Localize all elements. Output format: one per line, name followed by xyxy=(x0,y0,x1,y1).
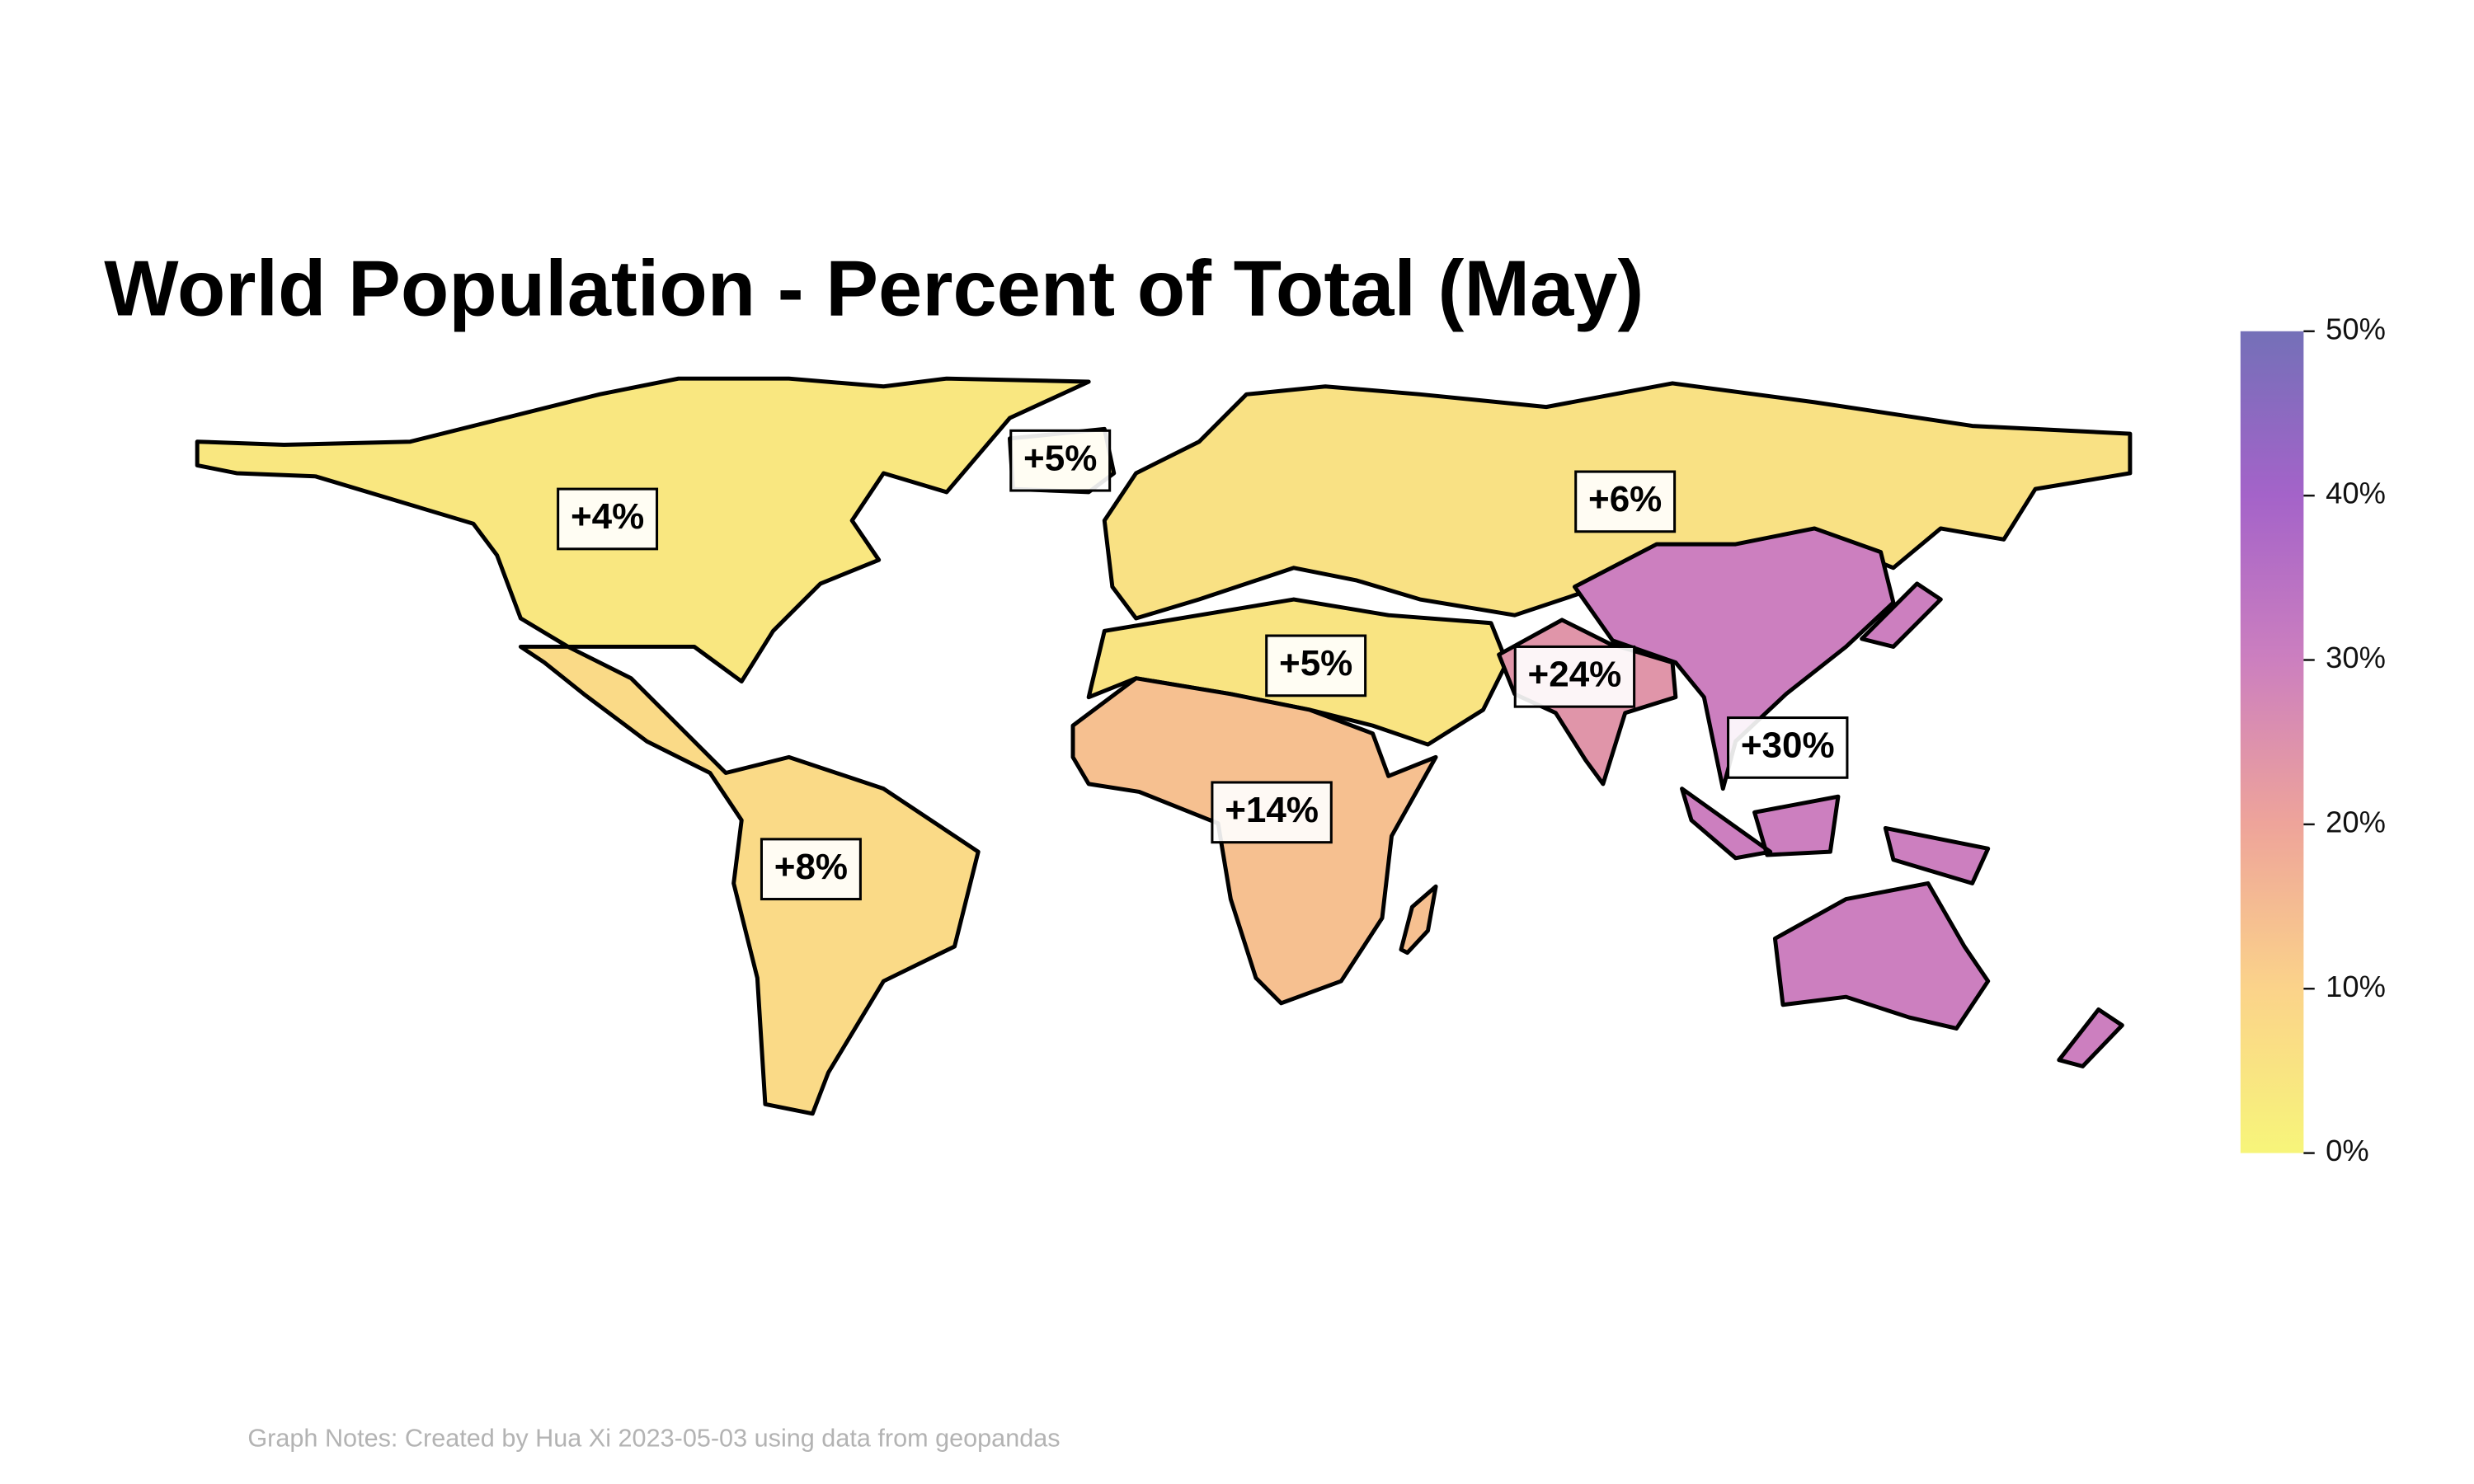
label-box xyxy=(557,487,659,551)
value-label: +5% xyxy=(1023,438,1097,478)
value-label-group: +5% xyxy=(1009,429,1112,492)
value-label-group: +24% xyxy=(1513,645,1636,708)
label-box xyxy=(1009,429,1112,492)
label-box xyxy=(1211,781,1333,844)
value-label-group: +5% xyxy=(1265,634,1367,697)
region xyxy=(518,644,981,1116)
colorbar-tick-label: 0% xyxy=(2326,1134,2369,1167)
value-label: +4% xyxy=(571,496,644,537)
value-label: +24% xyxy=(1528,654,1622,694)
label-box xyxy=(1727,716,1849,779)
label-box xyxy=(1513,645,1636,708)
value-label-group: +30% xyxy=(1727,716,1849,779)
value-label: +5% xyxy=(1279,643,1352,683)
value-label-group: +4% xyxy=(557,487,659,551)
labels: +4% +5% +6% +5% +8% +14% +24% +30% xyxy=(557,429,1849,901)
region xyxy=(1572,526,2124,1068)
value-label-group: +8% xyxy=(760,838,862,901)
regions xyxy=(195,376,2133,1116)
colorbar-tick-label: 10% xyxy=(2326,970,2386,1003)
value-label: +6% xyxy=(1588,479,1662,519)
colorbar-scale xyxy=(2240,331,2304,1153)
value-label-group: +14% xyxy=(1211,781,1333,844)
label-box xyxy=(760,838,862,901)
value-label: +30% xyxy=(1741,726,1835,766)
colorbar-tick-label: 50% xyxy=(2326,312,2386,345)
colorbar-tick-label: 30% xyxy=(2326,641,2386,674)
colorbar: 0% 10% 20% 30% 40% 50% xyxy=(2240,312,2386,1167)
chart-title: World Population - Percent of Total (May… xyxy=(104,245,1644,333)
value-label-group: +6% xyxy=(1574,470,1677,533)
label-box xyxy=(1574,470,1677,533)
label-box xyxy=(1265,634,1367,697)
graph-note: Graph Notes: Created by Hua Xi 2023-05-0… xyxy=(247,1424,1060,1452)
colorbar-tick-label: 40% xyxy=(2326,477,2386,510)
value-label: +14% xyxy=(1225,790,1319,830)
value-label: +8% xyxy=(774,847,848,887)
colorbar-tick-label: 20% xyxy=(2326,805,2386,838)
